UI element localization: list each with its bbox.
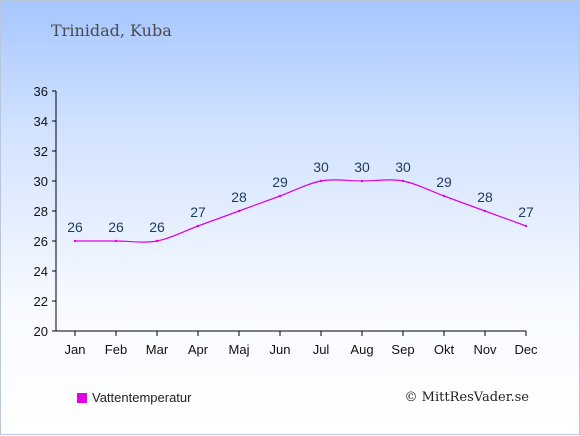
data-label: 30	[395, 159, 411, 175]
x-tick-label: Aug	[350, 342, 373, 357]
y-tick-label: 22	[34, 294, 48, 309]
data-point	[237, 209, 241, 213]
data-label: 28	[477, 189, 493, 205]
legend-swatch	[77, 392, 87, 403]
x-tick-label: Jun	[270, 342, 291, 357]
y-tick-label: 30	[34, 174, 48, 189]
x-tick-label: Apr	[188, 342, 209, 357]
series-line	[75, 179, 527, 243]
data-label: 30	[354, 159, 370, 175]
y-tick-label: 34	[34, 114, 48, 129]
x-tick-label: Feb	[105, 342, 127, 357]
y-tick-label: 26	[34, 234, 48, 249]
data-label: 29	[436, 174, 452, 190]
data-label: 28	[231, 189, 247, 205]
data-point	[155, 239, 159, 243]
legend-label: Vattentemperatur	[92, 390, 192, 405]
data-label: 26	[149, 219, 165, 235]
y-tick-label: 32	[34, 144, 48, 159]
legend: Vattentemperatur	[77, 390, 191, 405]
data-point	[73, 239, 77, 243]
data-point	[114, 239, 118, 243]
x-tick-label: Jul	[313, 342, 330, 357]
data-point	[360, 179, 364, 183]
data-point	[401, 179, 405, 183]
data-point	[442, 194, 446, 198]
data-label: 26	[108, 219, 124, 235]
x-tick-label: Okt	[434, 342, 455, 357]
credit-text: © MittResVader.se	[404, 390, 529, 405]
data-point	[196, 224, 200, 228]
y-tick-label: 20	[34, 324, 48, 339]
y-tick-label: 36	[34, 84, 48, 99]
x-tick-label: Mar	[146, 342, 169, 357]
x-tick-label: Sep	[391, 342, 414, 357]
x-tick-label: Jan	[65, 342, 86, 357]
data-label: 30	[313, 159, 329, 175]
x-tick-label: Maj	[229, 342, 250, 357]
axes: 20 22 24 26 28 30 32 34 36 Jan Feb Mar Apr Maj Jun Jul A…	[34, 84, 539, 357]
x-tick-label: Nov	[473, 342, 497, 357]
data-label: 27	[518, 204, 534, 220]
data-point	[524, 224, 528, 228]
data-point	[278, 194, 282, 198]
chart-title: Trinidad, Kuba	[51, 21, 172, 40]
data-label: 27	[190, 204, 206, 220]
y-tick-label: 28	[34, 204, 48, 219]
y-tick-label: 24	[34, 264, 48, 279]
data-point	[319, 179, 323, 183]
data-label: 26	[67, 219, 83, 235]
data-point	[483, 209, 487, 213]
data-label: 29	[272, 174, 288, 190]
chart-marks: 26 26 26 27 28 29 30 30 30 29 28 27	[67, 159, 534, 243]
x-tick-label: Dec	[514, 342, 538, 357]
